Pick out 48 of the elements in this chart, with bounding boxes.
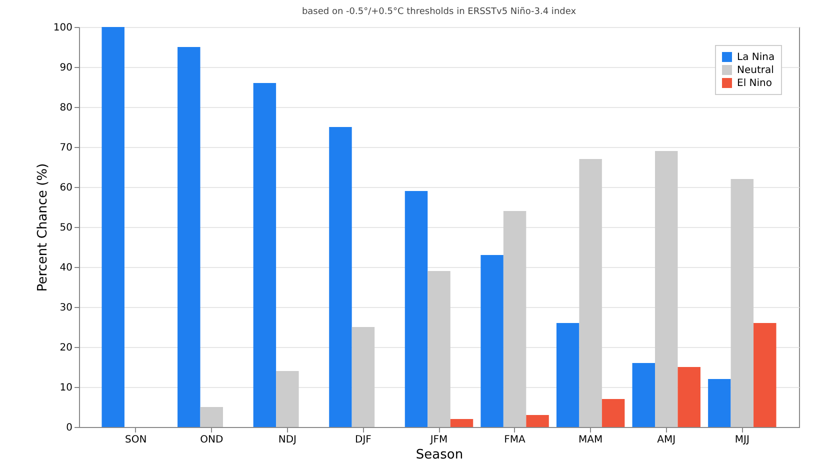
bar xyxy=(632,363,655,427)
legend-label: La Nina xyxy=(737,52,775,63)
bar xyxy=(503,211,526,427)
y-tick-label: 10 xyxy=(60,382,72,394)
bar xyxy=(480,255,504,427)
y-tick-label: 0 xyxy=(66,422,72,434)
x-tick-label: OND xyxy=(200,434,224,446)
y-tick-label: 20 xyxy=(60,342,72,354)
bar xyxy=(178,47,200,427)
y-tick-label: 100 xyxy=(53,22,72,34)
y-tick-label: 50 xyxy=(60,222,72,234)
chart-title: based on -0.5°/+0.5°C thresholds in ERSSTv5 Niño-3.4 index xyxy=(302,7,577,17)
bar xyxy=(678,367,700,427)
bar xyxy=(450,419,474,427)
bar xyxy=(602,399,625,427)
legend-label: El Nino xyxy=(737,78,772,89)
bar xyxy=(754,323,776,427)
y-tick-label: 90 xyxy=(60,62,72,74)
legend-label: Neutral xyxy=(737,65,774,76)
y-tick-label: 60 xyxy=(60,182,72,194)
bar xyxy=(428,271,450,427)
bar xyxy=(708,379,731,427)
x-axis-title: Season xyxy=(416,448,464,462)
bar xyxy=(556,323,580,427)
x-tick-label: AMJ xyxy=(657,434,676,446)
bar xyxy=(329,127,352,427)
x-tick-label: FMA xyxy=(504,434,526,446)
bar xyxy=(102,27,124,427)
bar xyxy=(200,407,223,427)
x-tick-label: MJJ xyxy=(734,434,750,446)
bar xyxy=(526,415,549,427)
bar xyxy=(352,327,375,427)
y-tick-label: 70 xyxy=(60,142,72,154)
bar xyxy=(253,83,276,427)
bar xyxy=(579,159,602,427)
y-tick-label: 30 xyxy=(60,302,72,314)
x-tick-label: MAM xyxy=(578,434,603,446)
x-tick-label: JFM xyxy=(429,434,448,446)
bar xyxy=(655,151,678,427)
bar xyxy=(730,179,754,427)
x-tick-label: DJF xyxy=(355,434,372,446)
x-tick-label: NDJ xyxy=(278,434,296,446)
bar xyxy=(404,191,428,427)
x-tick-label: SON xyxy=(124,434,147,446)
bar xyxy=(276,371,299,427)
y-tick-label: 80 xyxy=(60,102,72,114)
y-axis-title: Percent Chance (%) xyxy=(35,163,50,292)
y-tick-label: 40 xyxy=(60,262,72,274)
